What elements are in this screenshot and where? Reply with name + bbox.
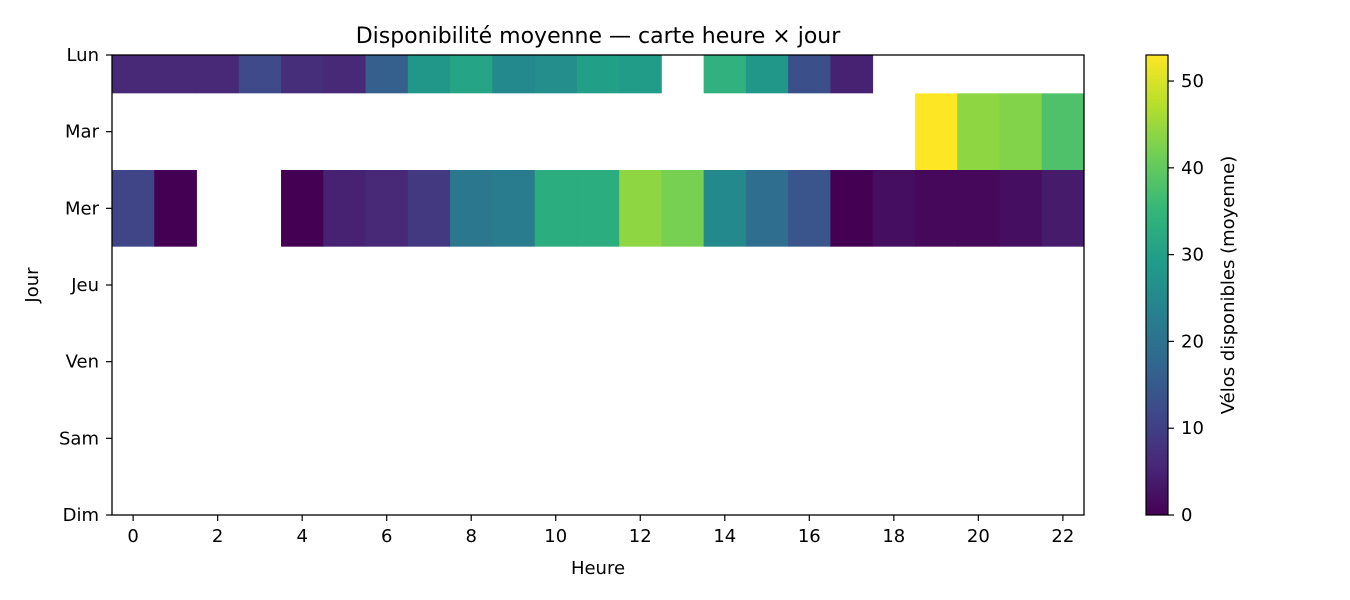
heatmap-cell [703,55,747,94]
colorbar-tick-label: 30 [1181,245,1204,266]
colorbar-tick-label: 0 [1181,505,1192,526]
colorbar-tick-label: 40 [1181,158,1204,179]
heatmap-cell [576,170,620,247]
heatmap-cell [365,55,409,94]
heatmap-cell [745,170,789,247]
heatmap-cell [957,93,1000,170]
heatmap-cell [999,170,1043,247]
heatmap-cell [492,55,536,94]
heatmap-cell [830,55,874,94]
heatmap-cell [914,170,958,247]
x-tick-label: 18 [882,526,905,547]
x-axis-label: Heure [571,558,625,579]
heatmap-cell [154,170,197,247]
heatmap-cell [534,55,578,94]
heatmap-cell [788,170,831,247]
heatmap-cell [112,170,155,247]
colorbar-tick-label: 10 [1181,418,1204,439]
colorbar-label: Vélos disponibles (moyenne) [1218,156,1239,415]
y-tick-label: Jeu [70,275,99,296]
colorbar-tick-label: 50 [1181,71,1204,92]
x-tick-label: 6 [381,526,392,547]
heatmap-cell [450,55,493,94]
colorbar [1145,54,1169,516]
x-tick-label: 12 [629,526,652,547]
plot-frame [111,54,1085,516]
heatmap-cell [661,170,705,247]
heatmap-cell [703,170,747,247]
heatmap-cell [238,55,282,94]
y-axis-ticks: Lun Mar Mer Jeu Ven Sam Dim [59,45,112,526]
heatmap-cell [112,55,155,94]
heatmap-cell [619,170,662,247]
chart-title: Disponibilité moyenne — carte heure × jo… [356,24,842,49]
x-tick-label: 22 [1051,526,1074,547]
heatmap-cell [957,170,1000,247]
heatmap-cell [450,170,493,247]
heatmap-cell [365,170,409,247]
y-tick-label: Mar [65,122,100,143]
y-tick-label: Lun [66,45,99,66]
heatmap-cell [407,170,451,247]
y-tick-label: Mer [65,198,100,219]
x-tick-label: 4 [296,526,307,547]
x-tick-label: 14 [713,526,736,547]
heatmap-cell [1041,93,1085,170]
heatmap-cell [872,170,916,247]
x-tick-label: 20 [967,526,990,547]
heatmap-cell [999,93,1043,170]
heatmap-cell [281,170,324,247]
heatmap-cell [619,55,662,94]
x-tick-label: 2 [212,526,223,547]
heatmap-cell [788,55,831,94]
y-axis-label: Jour [22,267,43,304]
heatmap-cell [492,170,536,247]
heatmap-cells [112,55,1085,247]
heatmap-cell [407,55,451,94]
heatmap-cell [914,93,958,170]
colorbar-ticks: 0 10 20 30 40 50 [1168,71,1204,526]
heatmap-cell [281,55,324,94]
y-tick-label: Dim [63,505,99,526]
x-tick-label: 0 [127,526,138,547]
x-tick-label: 8 [465,526,476,547]
y-tick-label: Sam [59,428,99,449]
heatmap-cell [323,170,366,247]
x-tick-label: 10 [544,526,567,547]
heatmap-cell [196,55,240,94]
x-axis-ticks: 0 2 4 6 8 10 12 14 16 18 20 22 [127,515,1074,547]
heatmap-cell [745,55,789,94]
heatmap-cell [534,170,578,247]
heatmap-cell [830,170,874,247]
heatmap-cell [576,55,620,94]
heatmap-cell [1041,170,1085,247]
heatmap-cell [323,55,366,94]
x-tick-label: 16 [798,526,821,547]
y-tick-label: Ven [66,352,99,373]
colorbar-tick-label: 20 [1181,331,1204,352]
heatmap-cell [154,55,197,94]
